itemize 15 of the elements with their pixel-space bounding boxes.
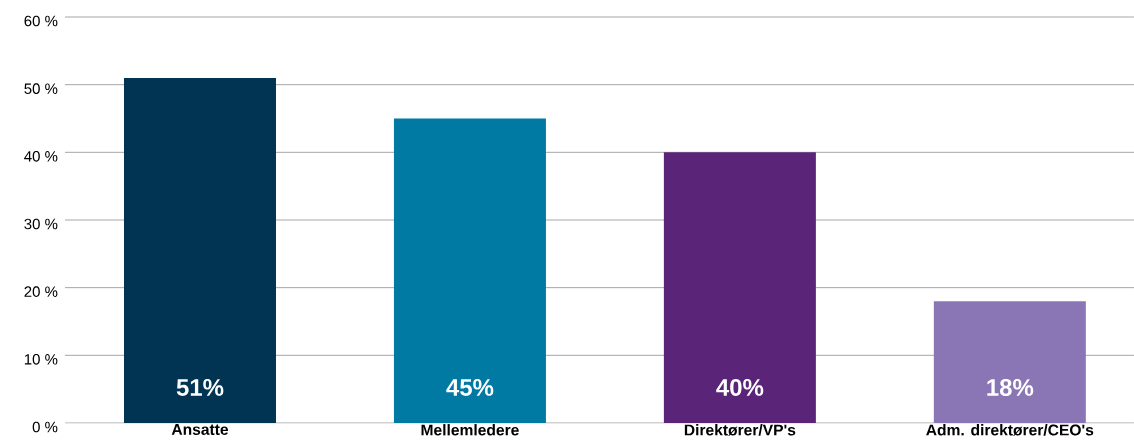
y-tick-label: 50 % [24,83,58,94]
y-tick-label: 40 % [24,151,58,162]
y-tick-label: 20 % [24,286,58,297]
y-tick-label: 0 % [32,421,58,433]
x-tick-label: Mellemledere [421,424,519,436]
x-tick-label: Ansatte [171,424,229,435]
data-label: 40% [716,378,764,396]
y-tick-label: 30 % [24,218,58,230]
data-label: 51% [176,379,224,396]
data-label: 18% [987,378,1034,396]
x-tick-label: Adm. direktører/CEO's [926,424,1094,436]
data-label: 45% [446,379,494,396]
y-tick-label: 60 % [24,15,58,27]
x-tick-label: Direktører/VP's [684,424,796,436]
y-tick-label: 10 % [24,354,58,365]
